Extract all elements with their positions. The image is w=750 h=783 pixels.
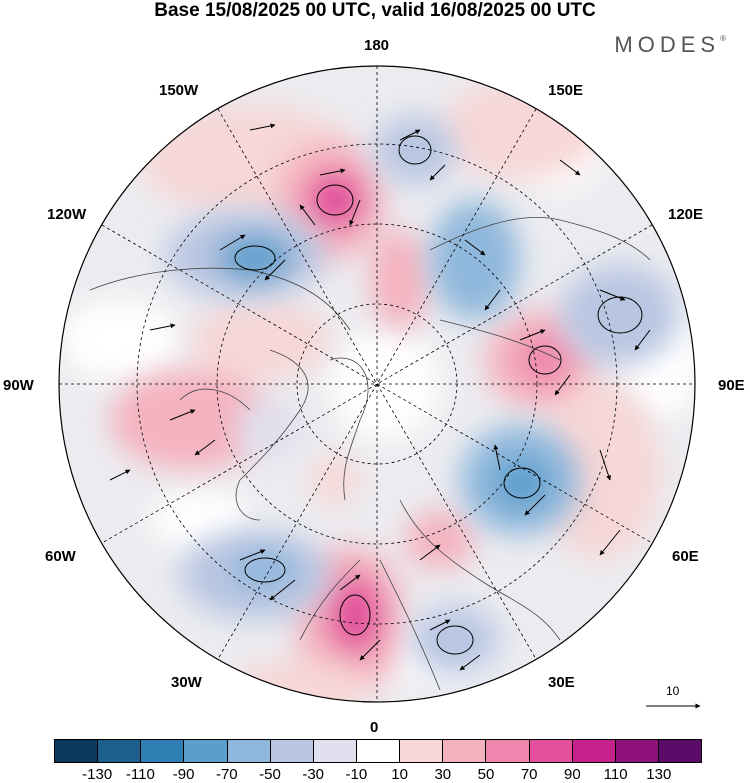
colorbar-swatch <box>443 740 487 762</box>
lon-label-120e: 120E <box>668 206 704 223</box>
colorbar-swatch <box>529 740 573 762</box>
colorbar-tick-label: -50 <box>259 766 281 783</box>
colorbar-tick-label: 70 <box>520 766 538 783</box>
lon-label-180: 180 <box>364 37 390 54</box>
colorbar-tick-label: 110 <box>603 766 628 783</box>
lon-label-150w: 150W <box>159 82 199 99</box>
circulation-contours <box>234 135 643 655</box>
graticule <box>59 66 695 702</box>
lon-label-60w: 60W <box>45 548 76 565</box>
colorbar-swatch <box>572 740 616 762</box>
colorbar-swatch <box>313 740 357 762</box>
brand-text: MODES <box>614 32 721 57</box>
colorbar-tick-label: -110 <box>125 766 155 783</box>
colorbar-swatch <box>227 740 271 762</box>
brand-logo: MODES® <box>614 32 726 58</box>
colorbar-tick-label: 50 <box>477 766 495 783</box>
colorbar-tick-label: 130 <box>646 766 672 783</box>
colorbar-swatch <box>270 740 314 762</box>
lon-label-120w: 120W <box>47 206 87 223</box>
colorbar-swatch <box>658 740 702 762</box>
anomaly-field <box>59 66 695 702</box>
colorbar-swatch <box>141 740 185 762</box>
lon-label-90e: 90E <box>718 377 745 394</box>
lon-label-30w: 30W <box>171 674 202 691</box>
lon-label-30e: 30E <box>548 674 575 691</box>
colorbar-tick-label: -130 <box>82 766 113 783</box>
colorbar-tick-label: -90 <box>172 766 195 783</box>
lon-label-90w: 90W <box>3 377 34 394</box>
reference-vector-label: 10 <box>666 684 680 698</box>
colorbar <box>54 739 702 763</box>
colorbar-tick-label: 90 <box>564 766 581 783</box>
colorbar-swatch <box>98 740 142 762</box>
colorbar-swatch <box>615 740 659 762</box>
colorbar-tick-label: 30 <box>434 766 452 783</box>
lon-label-150e: 150E <box>548 82 584 99</box>
coastlines <box>89 216 651 691</box>
wind-vectors <box>109 123 651 671</box>
colorbar-tick-label: 10 <box>391 766 408 783</box>
chart-title: Base 15/08/2025 00 UTC, valid 16/08/2025… <box>154 0 596 21</box>
map-boundary <box>58 65 696 703</box>
brand-mark: ® <box>720 34 726 43</box>
colorbar-ticks: -130 -110 -90 -70 -50 -30 -10 10 30 50 70 90 110 130 <box>54 766 702 783</box>
colorbar-swatch <box>184 740 228 762</box>
colorbar-tick-label: -70 <box>215 766 238 783</box>
colorbar-swatch <box>356 740 401 762</box>
colorbar-tick-label: -30 <box>302 766 325 783</box>
colorbar-swatch <box>55 740 99 762</box>
reference-vector-arrow <box>646 703 701 709</box>
lon-label-60e: 60E <box>672 548 699 565</box>
colorbar-tick-label: -10 <box>345 766 368 783</box>
lon-label-0: 0 <box>370 719 379 736</box>
colorbar-swatch <box>486 740 530 762</box>
colorbar-swatch <box>400 740 444 762</box>
